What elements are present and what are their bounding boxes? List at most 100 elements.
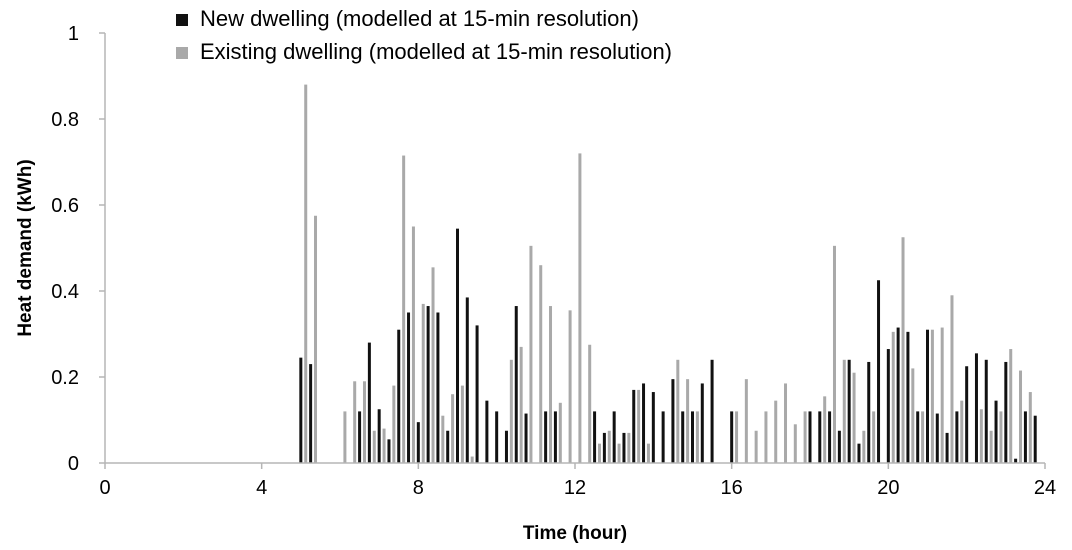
bar-s0-3 bbox=[367, 342, 371, 463]
bar-s0-26 bbox=[632, 389, 636, 463]
bar-s0-38 bbox=[828, 411, 832, 463]
bar-s1-4 bbox=[362, 381, 366, 463]
bar-s0-44 bbox=[886, 349, 890, 463]
bar-s0-52 bbox=[965, 366, 969, 463]
y-tick-label-2: 0.4 bbox=[51, 281, 79, 303]
bar-s0-13 bbox=[465, 297, 469, 463]
bar-s1-20 bbox=[549, 306, 553, 463]
bar-s0-39 bbox=[837, 430, 841, 463]
bar-s0-47 bbox=[916, 411, 920, 463]
bar-s0-8 bbox=[416, 422, 420, 463]
bar-s1-5 bbox=[372, 430, 376, 463]
bar-s1-45 bbox=[852, 372, 856, 463]
bar-s1-53 bbox=[940, 327, 944, 463]
bar-s0-24 bbox=[612, 411, 616, 463]
bar-s1-6 bbox=[382, 428, 386, 463]
bar-s0-14 bbox=[475, 325, 479, 463]
bar-s0-57 bbox=[1014, 458, 1018, 463]
bar-s1-21 bbox=[558, 402, 562, 463]
bar-s1-30 bbox=[646, 443, 650, 463]
bar-s1-59 bbox=[1009, 349, 1013, 463]
bar-s0-4 bbox=[377, 409, 381, 463]
bar-s0-53 bbox=[974, 353, 978, 463]
bar-s1-17 bbox=[519, 346, 523, 463]
bar-s1-50 bbox=[911, 368, 915, 463]
bar-s1-34 bbox=[735, 411, 739, 463]
bar-s1-55 bbox=[960, 400, 964, 463]
bar-s0-0 bbox=[299, 357, 303, 463]
bar-s1-38 bbox=[774, 400, 778, 463]
ticks-layer: 0 0.2 0.4 0.6 0.8 1 0 4 8 12 16 20 24 bbox=[51, 23, 1056, 499]
bar-s1-35 bbox=[744, 379, 748, 463]
bar-s1-10 bbox=[421, 303, 425, 463]
bar-s1-46 bbox=[862, 430, 866, 463]
bar-s1-12 bbox=[441, 415, 445, 463]
bar-s1-23 bbox=[578, 153, 582, 463]
x-tick-label-1: 4 bbox=[256, 477, 267, 499]
bar-s0-50 bbox=[945, 432, 949, 463]
y-tick-label-4: 0.8 bbox=[51, 109, 79, 131]
bar-s0-46 bbox=[906, 331, 910, 463]
bar-s1-31 bbox=[676, 359, 680, 463]
bar-s0-37 bbox=[818, 411, 822, 463]
bar-s0-51 bbox=[955, 411, 959, 463]
bar-s1-54 bbox=[950, 295, 954, 463]
bar-s1-25 bbox=[597, 443, 601, 463]
bar-s0-55 bbox=[994, 400, 998, 463]
bar-s1-26 bbox=[607, 430, 611, 463]
bar-s0-34 bbox=[710, 359, 714, 463]
bar-s1-37 bbox=[764, 411, 768, 463]
bar-s1-47 bbox=[872, 411, 876, 463]
bar-s0-30 bbox=[671, 379, 675, 463]
bar-s1-33 bbox=[695, 411, 699, 463]
bar-s0-27 bbox=[642, 383, 646, 463]
bar-s1-51 bbox=[921, 411, 925, 463]
bar-s0-2 bbox=[358, 411, 362, 463]
bar-s0-11 bbox=[446, 430, 450, 463]
legend-label-0: New dwelling (modelled at 15-min resolut… bbox=[200, 6, 639, 31]
bar-s0-32 bbox=[691, 411, 694, 463]
bar-s0-42 bbox=[867, 361, 871, 463]
bar-s1-27 bbox=[617, 443, 621, 463]
bar-s0-35 bbox=[730, 411, 734, 463]
x-axis-title: Time (hour) bbox=[523, 523, 627, 544]
bar-s1-18 bbox=[529, 245, 533, 463]
bar-s1-14 bbox=[460, 385, 464, 463]
bar-s0-5 bbox=[387, 439, 391, 463]
bar-s0-28 bbox=[651, 392, 655, 463]
legend: New dwelling (modelled at 15-min resolut… bbox=[176, 6, 672, 64]
bar-s1-15 bbox=[470, 456, 474, 463]
y-axis-title: Heat demand (kWh) bbox=[15, 159, 36, 336]
legend-label-1: Existing dwelling (modelled at 15-min re… bbox=[200, 39, 672, 64]
legend-swatch-0 bbox=[176, 14, 188, 26]
y-tick-label-0: 0 bbox=[68, 453, 79, 475]
x-tick-label-3: 12 bbox=[564, 477, 586, 499]
bar-s1-49 bbox=[901, 237, 905, 463]
bar-s1-42 bbox=[823, 396, 827, 463]
bar-s0-7 bbox=[407, 312, 411, 463]
bar-s0-22 bbox=[593, 411, 597, 463]
y-tick-label-3: 0.6 bbox=[51, 195, 79, 217]
bar-s1-43 bbox=[832, 245, 836, 463]
bar-s1-7 bbox=[392, 385, 396, 463]
bar-s1-60 bbox=[1019, 370, 1023, 463]
bar-s1-48 bbox=[891, 331, 895, 463]
bar-s0-59 bbox=[1033, 415, 1037, 463]
bar-s1-11 bbox=[431, 267, 435, 463]
bar-s0-40 bbox=[847, 359, 851, 463]
bar-s0-48 bbox=[926, 329, 929, 463]
x-tick-label-2: 8 bbox=[413, 477, 424, 499]
bar-s1-16 bbox=[509, 359, 513, 463]
bar-s0-17 bbox=[504, 430, 508, 463]
bar-s1-3 bbox=[353, 381, 357, 463]
bar-s1-32 bbox=[686, 379, 690, 463]
bar-s1-58 bbox=[999, 411, 1003, 463]
bar-s0-31 bbox=[681, 411, 685, 463]
bar-s1-9 bbox=[411, 226, 415, 463]
bar-s1-24 bbox=[588, 344, 592, 463]
bar-s0-54 bbox=[984, 359, 988, 463]
bar-s1-0 bbox=[304, 84, 308, 463]
x-tick-label-0: 0 bbox=[99, 477, 110, 499]
bar-s1-8 bbox=[402, 155, 406, 464]
